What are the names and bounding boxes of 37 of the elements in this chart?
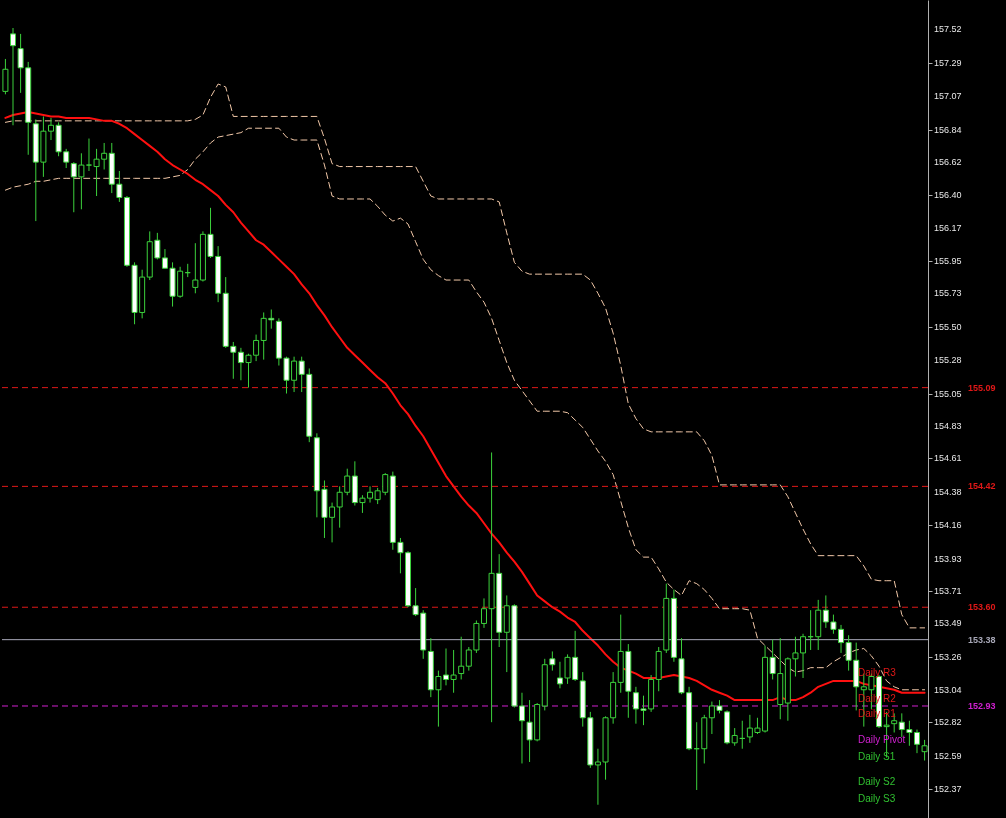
- y-tick-label: 152.82: [934, 717, 962, 728]
- y-tick-label: 153.49: [934, 618, 962, 629]
- y-tick-label: 157.52: [934, 24, 962, 35]
- annotation: Daily S3: [858, 793, 896, 804]
- y-tick-label: 153.04: [934, 684, 962, 695]
- y-tick-label: 152.59: [934, 751, 962, 762]
- ref-line-label: 155.09: [968, 382, 996, 393]
- y-tick-label: 157.07: [934, 90, 962, 101]
- ref-line-label: 154.42: [968, 481, 996, 492]
- y-tick-label: 156.17: [934, 223, 962, 234]
- y-tick-label: 156.84: [934, 124, 962, 135]
- candlestick: [458, 636, 465, 680]
- y-tick-label: 153.71: [934, 586, 962, 597]
- y-tick-label: 156.62: [934, 157, 962, 168]
- ref-line-label: 153.60: [968, 602, 996, 613]
- ref-line-label: 153.38: [968, 634, 996, 645]
- y-tick-label: 152.37: [934, 783, 962, 794]
- line-series: [4, 83, 926, 629]
- y-tick-label: 153.93: [934, 553, 962, 564]
- candlestick: [921, 739, 928, 762]
- y-tick-label: 154.61: [934, 453, 962, 464]
- annotation: Daily S1: [858, 751, 896, 762]
- y-tick-label: 155.28: [934, 354, 962, 365]
- candlestick: [10, 27, 17, 126]
- y-tick-label: 155.05: [934, 388, 962, 399]
- annotation: Daily S2: [858, 776, 896, 787]
- y-tick-label: 157.29: [934, 58, 962, 69]
- y-tick-label: 153.26: [934, 652, 962, 663]
- ref-line-label: 152.93: [968, 700, 996, 711]
- y-tick-label: 156.40: [934, 189, 962, 200]
- candlestick: [192, 242, 199, 294]
- y-tick-label: 155.73: [934, 288, 962, 299]
- y-tick-label: 155.95: [934, 255, 962, 266]
- y-tick-label: 154.83: [934, 420, 962, 431]
- y-tick-label: 155.50: [934, 322, 962, 333]
- y-tick-label: 154.38: [934, 487, 962, 498]
- y-tick-label: 154.16: [934, 519, 962, 530]
